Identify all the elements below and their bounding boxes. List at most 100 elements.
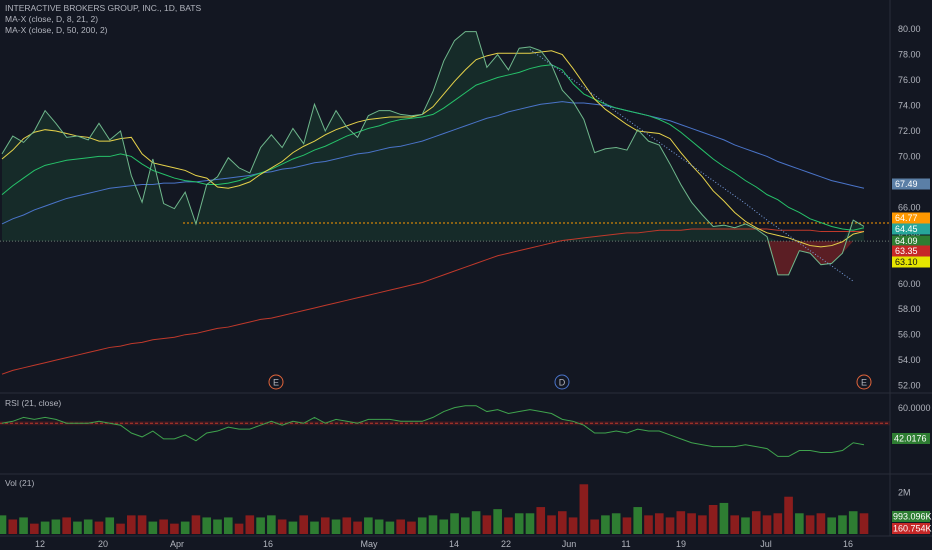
y-tick-label: 74.00 — [898, 101, 921, 111]
y-tick-label: 72.00 — [898, 126, 921, 136]
volume-bar — [126, 515, 136, 534]
volume-bar — [159, 519, 168, 534]
x-tick-label: 20 — [98, 539, 108, 549]
volume-bar — [482, 515, 492, 534]
volume-bar — [396, 519, 405, 534]
volume-bar — [385, 521, 395, 534]
trendline — [529, 49, 854, 282]
close-line — [1, 31, 865, 276]
volume-bar — [859, 513, 869, 534]
volume-bar — [708, 505, 718, 534]
volume-bar — [428, 515, 438, 534]
price-tag-label: 64.09 — [895, 236, 918, 246]
volume-bar — [116, 523, 125, 534]
price-tag-bg — [892, 212, 930, 224]
x-tick-label: 19 — [676, 539, 686, 549]
volume-bar — [568, 517, 578, 534]
volume-bar — [557, 511, 567, 534]
vol-legend[interactable]: Vol (21) — [5, 478, 35, 488]
x-tick-label: 16 — [263, 539, 273, 549]
volume-bar — [320, 517, 330, 534]
volume-bar — [40, 521, 50, 534]
ma-legend-1[interactable]: MA-X (close, D, 8, 21, 2) — [5, 14, 99, 24]
volume-bar — [838, 515, 847, 534]
volume-bar — [73, 521, 82, 534]
volume-bar — [687, 513, 696, 534]
y-tick-label: 60.00 — [898, 279, 921, 289]
volume-bar — [827, 517, 836, 534]
ma200-line — [1, 228, 864, 375]
x-tick-label: May — [360, 539, 378, 549]
volume-bar — [751, 511, 761, 534]
event-letter: E — [861, 378, 867, 388]
volume-bar — [19, 517, 28, 534]
volume-bar — [514, 513, 524, 534]
y-tick-label: 66.00 — [898, 202, 921, 212]
price-area-up — [2, 31, 864, 242]
vol-current-bg — [892, 523, 930, 534]
ma-legend-2[interactable]: MA-X (close, D, 50, 200, 2) — [5, 25, 108, 35]
rsi-current-bg — [892, 433, 930, 444]
volume-bar — [450, 513, 459, 534]
symbol-title[interactable]: INTERACTIVE BROKERS GROUP, INC., 1D, BAT… — [5, 3, 202, 13]
header-legend: INTERACTIVE BROKERS GROUP, INC., 1D, BAT… — [5, 3, 201, 36]
volume-bar — [299, 515, 309, 534]
volume-bar — [504, 517, 513, 534]
volume-bar — [461, 517, 470, 534]
volume-bar — [579, 484, 589, 534]
volume-bar — [8, 519, 18, 534]
y-tick-label: 58.00 — [898, 304, 921, 314]
x-tick-label: 16 — [843, 539, 853, 549]
event-marker — [554, 374, 570, 390]
rsi-current-label: 42.0176 — [894, 434, 927, 444]
volume-bar — [202, 517, 212, 534]
event-marker — [856, 374, 872, 390]
volume-bar — [51, 519, 61, 534]
y-tick-label: 52.00 — [898, 381, 921, 391]
volume-bar — [213, 519, 222, 534]
volume-bar — [547, 515, 556, 534]
y-tick-label: 78.00 — [898, 50, 921, 60]
y-tick-label: 80.00 — [898, 24, 921, 34]
volume-bar — [267, 515, 276, 534]
volume-bar — [719, 502, 729, 534]
volume-bar — [364, 517, 373, 534]
volume-bar — [310, 521, 319, 534]
rsi-legend[interactable]: RSI (21, close) — [5, 398, 62, 408]
volume-bar — [417, 517, 427, 534]
price-tag-label: 64.77 — [895, 213, 918, 223]
volume-bar — [0, 515, 7, 534]
volume-bar — [407, 521, 416, 534]
y-tick-label: 54.00 — [898, 355, 921, 365]
y-tick-label: 76.00 — [898, 75, 921, 85]
x-tick-label: 12 — [35, 539, 45, 549]
price-tag-label: 63.35 — [895, 246, 918, 256]
price-tag-label: 67.49 — [895, 179, 918, 189]
volume-bar — [234, 523, 244, 534]
volume-bar — [342, 517, 352, 534]
price-tag-label: 63.10 — [895, 257, 918, 267]
volume-bar — [816, 513, 826, 534]
ma8-line — [1, 50, 865, 248]
volume-bar — [665, 517, 675, 534]
volume-bar — [805, 515, 815, 534]
volume-bar — [471, 511, 481, 534]
volume-bar — [137, 515, 147, 534]
x-tick-label: Jun — [562, 539, 577, 549]
vol-current-label: 160.754K — [893, 524, 932, 534]
x-tick-label: 14 — [449, 539, 459, 549]
volume-bar — [676, 511, 686, 534]
volume-bar — [784, 496, 793, 534]
volume-bar — [439, 519, 449, 534]
volume-bar — [148, 521, 158, 534]
event-letter: E — [273, 378, 279, 388]
price-tag-bg — [892, 245, 930, 257]
price-tag-bg — [892, 256, 930, 268]
price-tag-label: 64.45 — [895, 224, 918, 234]
volume-bar — [698, 515, 707, 534]
ma50-line — [1, 101, 865, 225]
volume-bar — [277, 519, 287, 534]
vol-tick-label: 2M — [898, 488, 911, 498]
